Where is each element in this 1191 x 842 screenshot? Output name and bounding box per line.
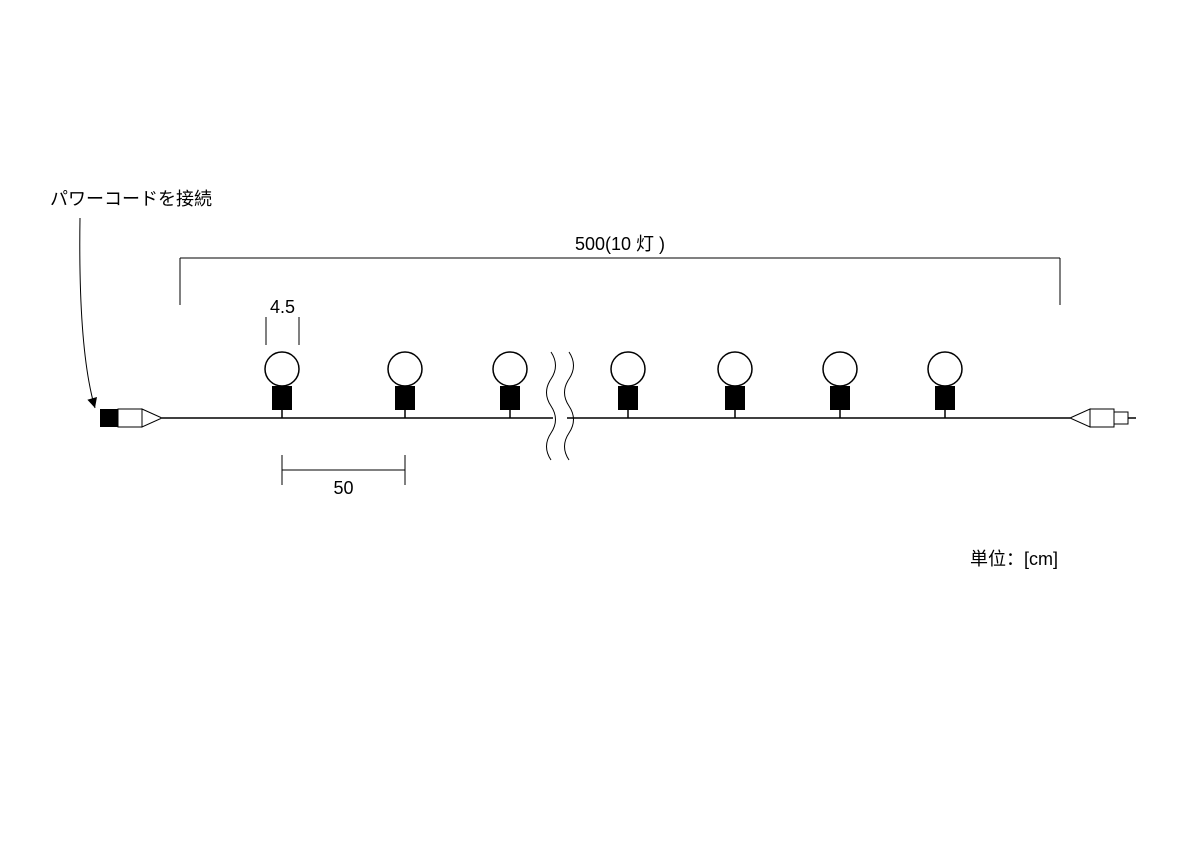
- break-mark-left: [547, 352, 556, 460]
- bulb-2: [493, 352, 527, 418]
- power-cord-arrow-head: [87, 397, 97, 408]
- bulb-circle-0: [265, 352, 299, 386]
- string-light-diagram: 500(10 灯 ) 4.5 50 パワーコードを接続単位：[cm]: [0, 0, 1191, 842]
- dimension-spacing: 50: [282, 455, 405, 498]
- bulb-circle-3: [611, 352, 645, 386]
- power-cord-callout: パワーコードを接続: [50, 189, 212, 408]
- bulb-circle-2: [493, 352, 527, 386]
- socket-3: [618, 386, 638, 410]
- bulb-5: [823, 352, 857, 418]
- units-label: 単位：[cm]: [970, 549, 1058, 569]
- bulb-circle-4: [718, 352, 752, 386]
- socket-6: [935, 386, 955, 410]
- break-mark-right: [565, 352, 574, 460]
- bulb-4: [718, 352, 752, 418]
- bulb-diameter-label: 4.5: [270, 297, 295, 317]
- socket-0: [272, 386, 292, 410]
- bulb-0: [265, 352, 299, 418]
- spacing-label: 50: [333, 478, 353, 498]
- total-length-label: 500(10 灯 ): [575, 234, 665, 254]
- bulb-circle-5: [823, 352, 857, 386]
- socket-5: [830, 386, 850, 410]
- power-cord-label: パワーコードを接続: [50, 189, 212, 209]
- bulb-circle-1: [388, 352, 422, 386]
- bulb-1: [388, 352, 422, 418]
- dimension-total-length: 500(10 灯 ): [180, 234, 1060, 305]
- socket-2: [500, 386, 520, 410]
- bulb-3: [611, 352, 645, 418]
- bulb-circle-6: [928, 352, 962, 386]
- power-cord-arrow-line: [80, 218, 95, 408]
- left-connector: [100, 409, 165, 427]
- socket-4: [725, 386, 745, 410]
- bulb-6: [928, 352, 962, 418]
- socket-1: [395, 386, 415, 410]
- dimension-bulb-diameter: 4.5: [266, 297, 299, 345]
- right-connector: [1035, 409, 1136, 427]
